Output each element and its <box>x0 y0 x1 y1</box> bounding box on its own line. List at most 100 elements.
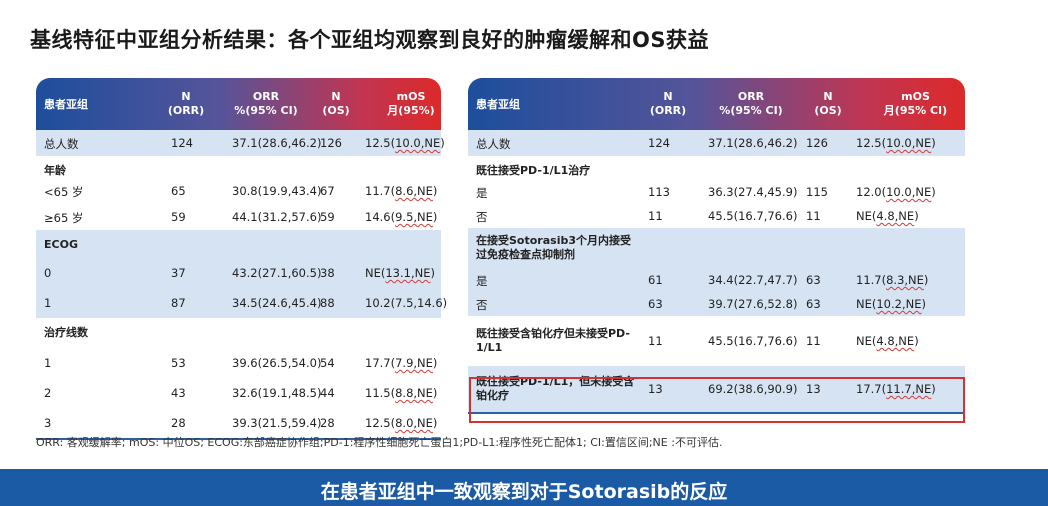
mos-ci: 9.5,NE <box>395 210 433 224</box>
n-os-cell: 38 <box>320 266 335 280</box>
n-os-cell: 59 <box>320 210 335 224</box>
n-os-cell: 44 <box>320 386 335 400</box>
table-row: 总人数 124 37.1(28.6,46.2) 126 12.5(10.0,NE) <box>468 130 965 156</box>
mos-ci: 10.2,NE <box>876 297 922 311</box>
mos-close: ) <box>432 356 438 370</box>
orr-cell: 69.2(38.6,90.9) <box>708 382 798 396</box>
mos-close: ) <box>432 210 438 224</box>
n-orr-cell: 61 <box>648 273 663 287</box>
mos-close: ) <box>440 136 445 150</box>
row-label: 2 <box>44 386 52 400</box>
mos-cell: 11.7(8.6,NE) <box>365 184 437 198</box>
table-row: ECOG <box>36 230 441 258</box>
n-os-cell: 13 <box>806 382 821 396</box>
mos-cell: 12.5(10.0,NE) <box>365 136 445 150</box>
n-orr-cell: 113 <box>648 185 670 199</box>
mos-close: ) <box>432 386 438 400</box>
n-os-cell: 115 <box>806 185 828 199</box>
mos-value: 17.7( <box>856 382 887 396</box>
n-orr-cell: 124 <box>171 136 193 150</box>
mos-close: ) <box>914 334 919 348</box>
mos-value: 14.6( <box>365 210 396 224</box>
table-row: 在接受Sotorasib3个月内接受过免疫检查点抑制剂 <box>468 228 965 268</box>
row-label: 既往接受含铂化疗但未接受PD-1/L1 <box>476 327 630 354</box>
row-label: 治疗线数 <box>44 326 88 339</box>
footnote: ORR: 客观缓解率; mOS: 中位OS; ECOG:东部癌症协作组;PD-1… <box>36 436 723 449</box>
mos-value: NE( <box>856 209 877 223</box>
mos-cell: 12.5(8.0,NE) <box>365 416 437 430</box>
row-label: 在接受Sotorasib3个月内接受过免疫检查点抑制剂 <box>476 234 631 261</box>
header-cell: ORR %(95% CI) <box>234 90 298 117</box>
orr-cell: 37.1(28.6,46.2) <box>232 136 322 150</box>
n-orr-cell: 43 <box>171 386 186 400</box>
header-cell: ORR %(95% CI) <box>719 90 783 117</box>
mos-value: NE( <box>856 297 877 311</box>
n-os-cell: 63 <box>806 273 821 287</box>
row-label: 3 <box>44 416 52 430</box>
row-label: 既往接受PD-1/L1治疗 <box>476 164 591 177</box>
orr-cell: 45.5(16.7,76.6) <box>708 334 798 348</box>
header-cell: N (OS) <box>814 90 842 117</box>
table-row: 3 28 39.3(21.5,59.4) 28 12.5(8.0,NE) <box>36 408 441 438</box>
header-cell: mOS 月(95% CI) <box>883 90 948 117</box>
orr-cell: 39.7(27.6,52.8) <box>708 297 798 311</box>
row-label: 0 <box>44 266 52 280</box>
mos-value: NE( <box>365 266 386 280</box>
mos-cell: NE(4.8,NE) <box>856 209 919 223</box>
table-row: <65 岁 65 30.8(19.9,43.4) 67 11.7(8.6,NE) <box>36 178 441 204</box>
row-label: 总人数 <box>44 137 79 151</box>
orr-cell: 37.1(28.6,46.2) <box>708 136 798 150</box>
table-row: 是 61 34.4(22.7,47.7) 63 11.7(8.3,NE) <box>468 268 965 292</box>
table-row: 年龄 <box>36 156 441 178</box>
mos-cell: 12.0(10.0,NE) <box>856 185 936 199</box>
orr-cell: 36.3(27.4,45.9) <box>708 185 798 199</box>
mos-cell: NE(10.2,NE) <box>856 297 926 311</box>
table-row: ≥65 岁 59 44.1(31.2,57.6) 59 14.6(9.5,NE) <box>36 204 441 230</box>
mos-cell: NE(4.8,NE) <box>856 334 919 348</box>
row-label: 年龄 <box>44 164 66 177</box>
mos-ci: 11.7,NE <box>886 382 932 396</box>
mos-ci: 13.1,NE <box>385 266 431 280</box>
row-label: 是 <box>476 274 488 288</box>
n-os-cell: 126 <box>320 136 342 150</box>
n-orr-cell: 87 <box>171 296 186 310</box>
table-row: 总人数 124 37.1(28.6,46.2) 126 12.5(10.0,NE) <box>36 130 445 156</box>
orr-cell: 30.8(19.9,43.4) <box>232 184 322 198</box>
table-row: 既往接受PD-1/L1治疗 <box>468 156 965 180</box>
table-header: 患者亚组 N (ORR) ORR %(95% CI) N (OS) mOS 月(95% CI) <box>468 78 965 130</box>
mos-value: 12.0( <box>856 185 887 199</box>
mos-value: 12.5( <box>365 416 396 430</box>
mos-ci: 8.8,NE <box>395 386 433 400</box>
right-subgroup-table: 患者亚组 N (ORR) ORR %(95% CI) N (OS) mOS 月(95% CI) 总… <box>468 78 965 432</box>
row-label: ≥65 岁 <box>44 211 84 225</box>
table-bottom-edge <box>468 412 965 414</box>
mos-close: ) <box>931 382 936 396</box>
n-orr-cell: 11 <box>648 209 663 223</box>
row-label: 否 <box>476 210 488 224</box>
mos-value: 12.5( <box>365 136 396 150</box>
mos-cell: 11.5(8.8,NE) <box>365 386 437 400</box>
table-row: 治疗线数 <box>36 318 441 348</box>
mos-cell: 17.7(7.9,NE) <box>365 356 437 370</box>
mos-close: ) <box>921 297 927 311</box>
mos-ci: 8.6,NE <box>395 184 433 198</box>
mos-ci: 4.8,NE <box>876 209 915 223</box>
orr-cell: 44.1(31.2,57.6) <box>232 210 322 224</box>
table-row: 否 11 45.5(16.7,76.6) 11 NE(4.8,NE) <box>468 204 965 228</box>
n-orr-cell: 59 <box>171 210 186 224</box>
table-row: 否 63 39.7(27.6,52.8) 63 NE(10.2,NE) <box>468 292 965 316</box>
table-row: 2 43 32.6(19.1,48.5) 44 11.5(8.8,NE) <box>36 378 441 408</box>
header-cell: 患者亚组 <box>476 98 520 111</box>
banner-text: 在患者亚组中一致观察到对于Sotorasib的反应 <box>320 481 728 503</box>
mos-cell: 12.5(10.0,NE) <box>856 136 936 150</box>
mos-value: 11.5( <box>365 386 396 400</box>
mos-cell: 10.2(7.5,14.6) <box>365 296 447 310</box>
mos-close: ) <box>914 209 919 223</box>
n-os-cell: 11 <box>806 209 821 223</box>
highlight-box <box>469 377 965 423</box>
orr-cell: 45.5(16.7,76.6) <box>708 209 798 223</box>
n-orr-cell: 65 <box>171 184 186 198</box>
n-orr-cell: 13 <box>648 382 663 396</box>
mos-ci: 4.8,NE <box>876 334 915 348</box>
n-orr-cell: 124 <box>648 136 670 150</box>
